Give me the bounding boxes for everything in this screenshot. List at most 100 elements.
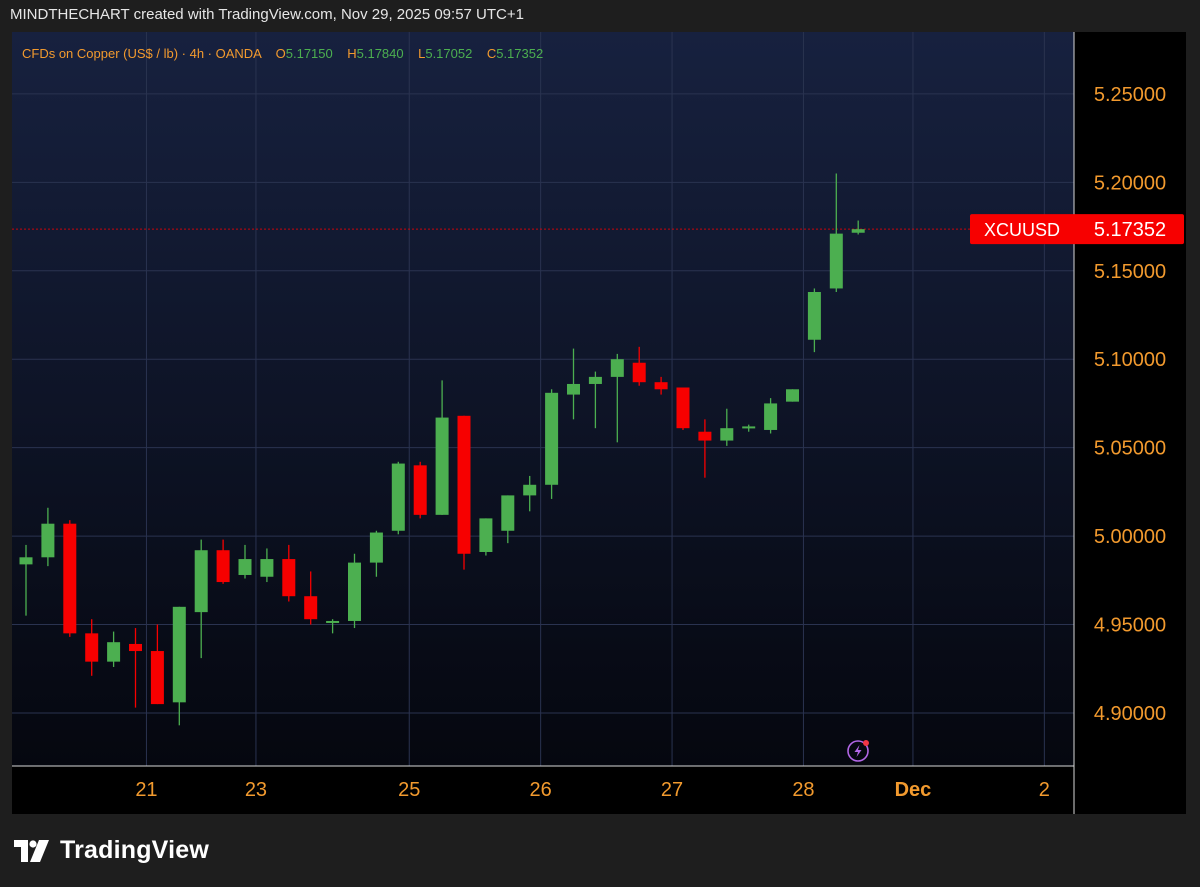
x-tick-label: 21: [135, 779, 157, 801]
candle-body: [216, 550, 230, 583]
candle-body: [523, 484, 537, 496]
candle-up: [720, 408, 734, 446]
candle-body: [435, 417, 449, 515]
candle-up: [851, 220, 865, 235]
candle-down: [304, 571, 318, 625]
y-tick-label: 4.90000: [1094, 703, 1166, 725]
candle-body: [764, 403, 778, 430]
tradingview-brand[interactable]: TradingView: [14, 836, 209, 865]
candle-body: [457, 415, 471, 554]
chart-panel[interactable]: 4.90000 4.95000 5.00000 5.05000 5.10000 5.150…: [12, 32, 1186, 814]
x-tick-label: 25: [398, 779, 420, 801]
candle-down: [150, 624, 164, 705]
instrument-label[interactable]: CFDs on Copper (US$ / lb) · 4h · OANDA: [22, 46, 262, 61]
candle-up: [610, 353, 624, 443]
candle-body: [851, 229, 865, 233]
x-tick-label: 2: [1039, 779, 1050, 801]
candle-down: [654, 376, 668, 395]
candle-up: [435, 380, 449, 515]
x-tick-label: Dec: [895, 779, 932, 801]
candle-up: [479, 518, 493, 556]
time-scale-background[interactable]: [12, 766, 1186, 814]
candle-body: [63, 523, 77, 634]
candle-up: [567, 348, 580, 420]
tradingview-logo-icon: [14, 839, 49, 862]
candle-body: [654, 382, 668, 390]
candle-body: [348, 562, 361, 621]
candle-up: [107, 631, 121, 667]
creator-caption: MINDTHECHART created with TradingView.co…: [10, 6, 524, 23]
candle-down: [676, 387, 690, 430]
candle-down: [63, 520, 77, 637]
candle-body: [238, 559, 252, 575]
price-tag-symbol: XCUUSD: [984, 220, 1060, 240]
candle-body: [41, 523, 55, 558]
candle-up: [19, 544, 33, 616]
candle-body: [172, 606, 186, 703]
price-tag-background: [970, 214, 1184, 245]
candle-body: [107, 642, 121, 662]
price-tag-value: 5.17352: [1094, 219, 1166, 241]
x-tick-label: 26: [530, 779, 552, 801]
candle-down: [632, 346, 646, 386]
candle-body: [632, 362, 646, 383]
candlestick-chart[interactable]: 4.90000 4.95000 5.00000 5.05000 5.10000 5.150…: [12, 32, 1186, 814]
candle-up: [348, 553, 361, 629]
candle-down: [698, 419, 712, 478]
close-value: 5.17352: [496, 46, 544, 61]
ohlc-legend: CFDs on Copper (US$ / lb) · 4h · OANDA O…: [22, 46, 543, 61]
candle-body: [545, 392, 559, 485]
flash-icon[interactable]: [847, 740, 869, 762]
candle-body: [326, 620, 340, 623]
candle-body: [150, 651, 164, 705]
plot-background: [12, 32, 1074, 766]
price-tag: XCUUSD 5.17352: [970, 214, 1184, 245]
x-tick-label: 27: [661, 779, 683, 801]
candle-down: [129, 628, 142, 708]
y-tick-label: 5.25000: [1094, 84, 1166, 106]
candle-up: [588, 371, 602, 429]
high-label: H: [347, 46, 357, 61]
close-label: C: [486, 46, 497, 61]
candle-down: [413, 461, 427, 519]
candle-up: [369, 530, 383, 577]
candle-up: [501, 495, 515, 544]
candle-body: [588, 376, 602, 384]
y-tick-label: 5.15000: [1094, 261, 1166, 283]
candle-body: [282, 559, 296, 597]
y-tick-label: 5.20000: [1094, 172, 1166, 194]
open-label: O: [275, 46, 286, 61]
candle-down: [216, 539, 230, 584]
candle-body: [720, 428, 734, 441]
candle-up: [807, 288, 821, 353]
candle-up: [545, 389, 559, 499]
candle-body: [501, 495, 515, 531]
x-tick-label: 28: [792, 779, 814, 801]
candle-body: [85, 633, 99, 662]
y-tick-label: 4.95000: [1094, 615, 1166, 637]
x-tick-label: 23: [245, 779, 267, 801]
candle-body: [807, 291, 821, 340]
candles: [19, 173, 865, 726]
candle-up: [523, 475, 537, 512]
candle-down: [457, 415, 471, 570]
y-tick-label: 5.05000: [1094, 438, 1166, 460]
candle-up: [238, 544, 252, 579]
candle-up: [194, 539, 208, 659]
candle-body: [129, 643, 142, 652]
low-label: L: [418, 46, 426, 61]
candle-body: [369, 532, 383, 563]
price-scale: 4.90000 4.95000 5.00000 5.05000 5.10000 5.150…: [1094, 84, 1166, 725]
candle-body: [304, 596, 318, 620]
y-tick-label: 5.10000: [1094, 349, 1166, 371]
candle-body: [413, 465, 427, 515]
candle-body: [610, 359, 624, 377]
candle-body: [786, 389, 799, 402]
candle-up: [829, 173, 843, 292]
candle-up: [764, 398, 778, 434]
price-scale-background[interactable]: [1074, 32, 1186, 766]
candle-body: [479, 518, 493, 552]
candle-up: [41, 507, 55, 567]
candle-down: [282, 544, 296, 602]
high-value: 5.17840: [356, 46, 404, 61]
